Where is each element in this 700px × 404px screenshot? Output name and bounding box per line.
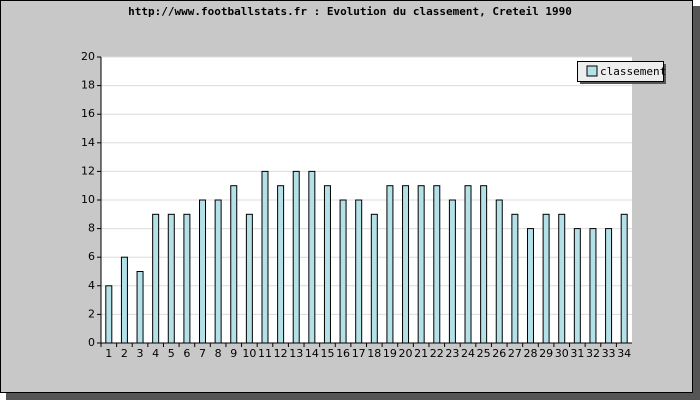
y-tick-label: 18 [81, 79, 95, 92]
y-tick-label: 6 [88, 250, 95, 263]
y-tick-label: 4 [88, 279, 95, 292]
bar [308, 170, 316, 344]
x-tick-label: 20 [399, 347, 413, 360]
legend-box [577, 61, 664, 82]
chart-title: http://www.footballstats.fr : Evolution … [128, 5, 572, 18]
bar [105, 285, 113, 344]
bar [292, 170, 300, 344]
x-tick-label: 18 [367, 347, 381, 360]
x-tick-label: 9 [230, 347, 237, 360]
bar [386, 185, 394, 344]
x-tick-label: 32 [586, 347, 600, 360]
bar [183, 213, 191, 344]
x-tick-label: 27 [508, 347, 522, 360]
x-tick-label: 19 [383, 347, 397, 360]
bar [589, 228, 597, 344]
bar [245, 213, 253, 344]
bar [402, 185, 410, 344]
bar [214, 199, 222, 344]
bar [558, 213, 566, 344]
x-tick-label: 31 [570, 347, 584, 360]
bar [152, 213, 160, 344]
x-tick-label: 21 [414, 347, 428, 360]
y-tick-label: 0 [88, 336, 95, 349]
y-tick-label: 8 [88, 222, 95, 235]
bar [480, 185, 488, 344]
bar [370, 213, 378, 344]
x-tick-label: 14 [305, 347, 319, 360]
bar [448, 199, 456, 344]
bar [433, 185, 441, 344]
bar [167, 213, 175, 344]
bar [339, 199, 347, 344]
x-tick-label: 25 [477, 347, 491, 360]
bar [464, 185, 472, 344]
x-tick-label: 13 [289, 347, 303, 360]
bar [495, 199, 503, 344]
x-tick-label: 16 [336, 347, 350, 360]
x-tick-label: 2 [121, 347, 128, 360]
x-tick-label: 5 [168, 347, 175, 360]
x-tick-label: 7 [199, 347, 206, 360]
bar [620, 213, 628, 344]
y-tick-label: 16 [81, 107, 95, 120]
x-tick-label: 24 [461, 347, 475, 360]
y-tick-label: 2 [88, 307, 95, 320]
x-tick-label: 3 [137, 347, 144, 360]
x-tick-label: 8 [215, 347, 222, 360]
bar [136, 271, 144, 344]
x-tick-label: 17 [352, 347, 366, 360]
x-tick-label: 12 [274, 347, 288, 360]
bar [417, 185, 425, 344]
x-tick-label: 6 [183, 347, 190, 360]
x-tick-label: 30 [555, 347, 569, 360]
bar [526, 228, 534, 344]
x-tick-label: 33 [602, 347, 616, 360]
bar [323, 185, 331, 344]
x-tick-label: 15 [320, 347, 334, 360]
x-tick-label: 10 [242, 347, 256, 360]
y-tick-label: 10 [81, 193, 95, 206]
bar [511, 213, 519, 344]
x-tick-label: 29 [539, 347, 553, 360]
bar [573, 228, 581, 344]
x-tick-label: 22 [430, 347, 444, 360]
y-tick-label: 12 [81, 164, 95, 177]
y-tick-label: 20 [81, 50, 95, 63]
bar [230, 185, 238, 344]
bar [542, 213, 550, 344]
x-tick-label: 1 [105, 347, 112, 360]
x-tick-label: 34 [617, 347, 631, 360]
legend-text: classement [600, 65, 666, 78]
y-tick-label: 14 [81, 136, 95, 149]
bar [605, 228, 613, 344]
bar [355, 199, 363, 344]
x-tick-label: 23 [445, 347, 459, 360]
bar [199, 199, 207, 344]
x-tick-label: 4 [152, 347, 159, 360]
x-tick-label: 26 [492, 347, 506, 360]
bar [120, 256, 128, 344]
x-tick-label: 11 [258, 347, 272, 360]
legend-swatch [586, 65, 598, 77]
x-tick-label: 28 [523, 347, 537, 360]
bar [277, 185, 285, 344]
bar [261, 170, 269, 344]
